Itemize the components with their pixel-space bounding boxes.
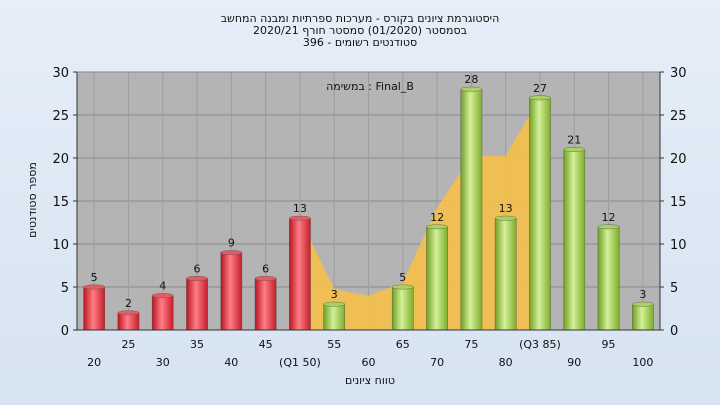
x-tick-label: 25 [121,338,135,351]
bar [220,252,243,331]
y-tick-label-left: 10 [52,238,69,253]
bar [632,304,654,331]
bar [186,278,208,331]
bar [254,278,277,331]
data-label: 5 [91,271,98,284]
bar [597,226,620,331]
bar [529,97,551,331]
bar-top [426,224,448,230]
x-tick-label: (Q3 85) [519,338,561,351]
bar-top [494,215,517,221]
x-tick-label: 30 [156,356,170,369]
data-label: 28 [464,73,478,86]
bar [391,286,414,331]
bar [460,88,483,331]
bar-top [632,301,654,307]
bar [151,295,174,331]
bar-top [460,86,483,92]
x-tick-label: (Q1 50) [279,356,321,369]
bar-top [254,275,277,281]
bar [323,304,346,331]
data-label: 9 [228,237,235,250]
bar-top [186,275,208,281]
data-label: 6 [194,262,201,275]
chart-title-line-3: סטודנטים רשומים - 396 [302,36,418,49]
bar-top [117,310,140,316]
x-tick-label: 45 [259,338,273,351]
data-label: 4 [159,280,166,293]
y-tick-label-left: 5 [61,281,69,296]
y-tick-label-right: 25 [670,109,687,124]
bar [494,217,517,331]
bar-top [529,95,551,101]
bar-top [563,146,586,152]
data-label: 6 [262,262,269,275]
x-tick-label: 20 [87,356,101,369]
x-tick-label: 55 [327,338,341,351]
chart-title-line-1: היסטוגרמת ציונים בקורס - מערכות ספרתיות … [220,12,500,25]
y-tick-label-left: 25 [52,109,69,124]
data-label: 13 [293,202,307,215]
bar-top [391,284,414,290]
data-label: 13 [499,202,513,215]
chart-title-line-2: בסמסטר (01/2020) סמסטר חורף 2020/21 [253,24,467,37]
data-label: 12 [602,211,616,224]
data-label: 5 [399,271,406,284]
y-tick-label-left: 0 [61,324,69,339]
data-label: 3 [639,288,646,301]
bar-top [220,250,243,256]
bar [563,149,586,331]
x-tick-label: 95 [602,338,616,351]
bar-top [323,301,346,307]
x-tick-label: 35 [190,338,204,351]
bar-top [289,215,311,221]
bar [83,286,105,331]
bar [289,217,311,331]
bar-top [597,224,620,230]
x-tick-label: 75 [464,338,478,351]
y-tick-label-left: 30 [52,66,69,81]
bar-top [83,284,105,290]
bar [426,226,448,331]
x-axis-label: טווח ציונים [345,374,395,387]
bar-top [151,293,174,298]
x-tick-label: 60 [362,356,376,369]
y-axis-label: מספר סטודנטים [26,162,39,238]
y-tick-label-right: 20 [670,152,687,167]
y-tick-label-right: 0 [670,324,678,339]
y-tick-label-left: 20 [52,152,69,167]
x-tick-label: 65 [396,338,410,351]
bar [117,312,140,331]
y-tick-label-right: 15 [670,195,687,210]
data-label: 27 [533,82,547,95]
x-tick-label: 100 [632,356,653,369]
x-tick-label: 40 [224,356,238,369]
data-label: 21 [567,133,581,146]
data-label: 12 [430,211,444,224]
data-label: 3 [331,288,338,301]
y-tick-label-left: 15 [52,195,69,210]
data-label: 2 [125,297,132,310]
x-tick-label: 70 [430,356,444,369]
y-tick-label-right: 10 [670,238,687,253]
x-tick-label: 80 [499,356,513,369]
y-tick-label-right: 30 [670,66,687,81]
chart-annotation: במשימה : Final_B [326,80,414,93]
x-tick-label: 90 [567,356,581,369]
y-tick-label-right: 5 [670,281,678,296]
